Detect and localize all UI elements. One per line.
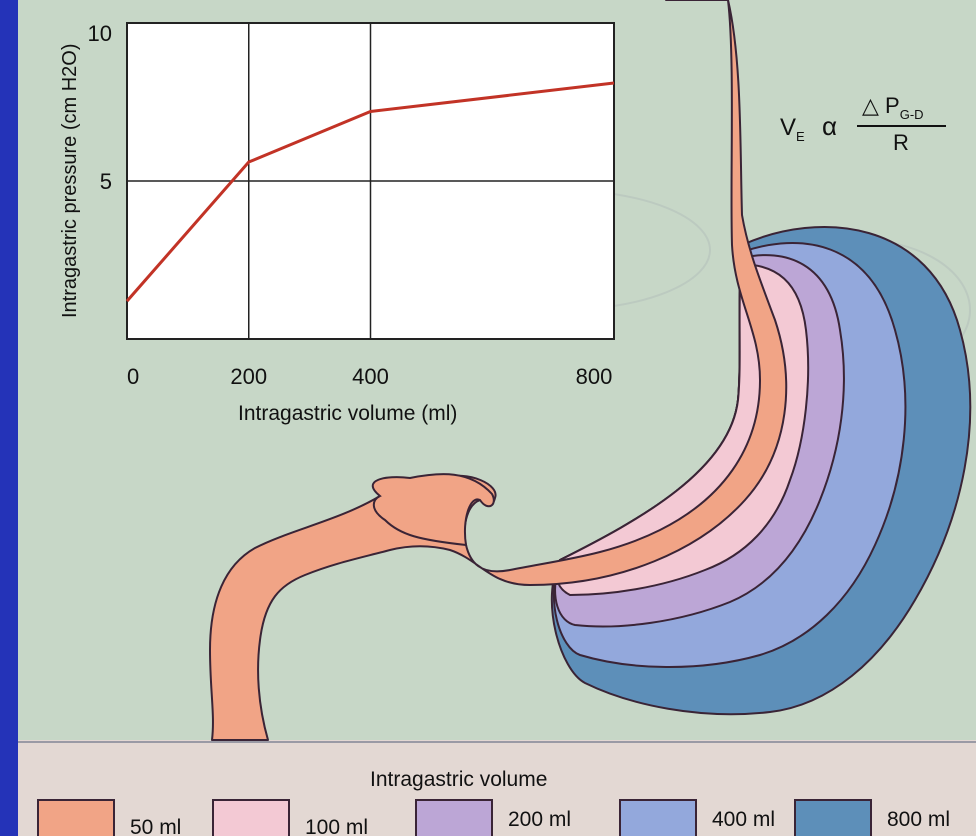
formula-denominator: R — [893, 130, 909, 155]
x-tick-label: 0 — [127, 364, 139, 389]
x-axis-label: Intragastric volume (ml) — [238, 402, 457, 425]
legend-swatch — [37, 799, 115, 836]
legend-label: 400 ml — [712, 808, 775, 831]
graph-gridlines — [127, 23, 614, 339]
legend-label: 200 ml — [508, 808, 571, 831]
legend-label: 100 ml — [305, 816, 368, 836]
y-tick-label: 5 — [100, 169, 112, 194]
pressure-curve — [125, 81, 615, 303]
legend-item: 400 ml — [619, 799, 775, 836]
x-tick-labels: 0 200 400 800 — [127, 364, 612, 389]
legend-item: 50 ml — [37, 799, 181, 836]
x-tick-label: 800 — [576, 364, 613, 389]
y-tick-label: 10 — [88, 21, 112, 46]
legend-swatch — [619, 799, 697, 836]
legend-label: 800 ml — [887, 808, 950, 831]
pressure-volume-graph: 0 200 400 800 105 Intragastric volume (ml) … — [59, 21, 615, 425]
y-tick-labels: 10 5 — [88, 21, 112, 194]
legend-swatch — [212, 799, 290, 836]
stomach-outline-50ml — [209, 0, 788, 741]
volume-legend: 50 ml 100 ml 200 ml 400 ml 800 ml — [37, 799, 950, 836]
stomach-layers — [209, 0, 972, 741]
x-tick-label: 400 — [352, 364, 389, 389]
legend-swatch — [794, 799, 872, 836]
legend-swatch — [415, 799, 493, 836]
formula-lhs: VE — [780, 114, 805, 144]
emptying-formula: VE α △ PG-D R — [780, 93, 946, 155]
legend-item: 100 ml — [212, 799, 368, 836]
legend-item: 200 ml — [415, 799, 571, 836]
stomach-layer-100ml — [555, 263, 810, 596]
formula-numerator: △ PG-D — [862, 93, 924, 122]
formula-operator: α — [822, 111, 837, 141]
y-axis-label: Intragastric pressure (cm H2O) — [59, 43, 81, 318]
x-tick-label: 200 — [230, 364, 267, 389]
legend-title: Intragastric volume — [370, 768, 547, 791]
duodenal-bulb — [371, 473, 495, 547]
legend-item: 800 ml — [794, 799, 950, 836]
legend-label: 50 ml — [130, 816, 181, 836]
